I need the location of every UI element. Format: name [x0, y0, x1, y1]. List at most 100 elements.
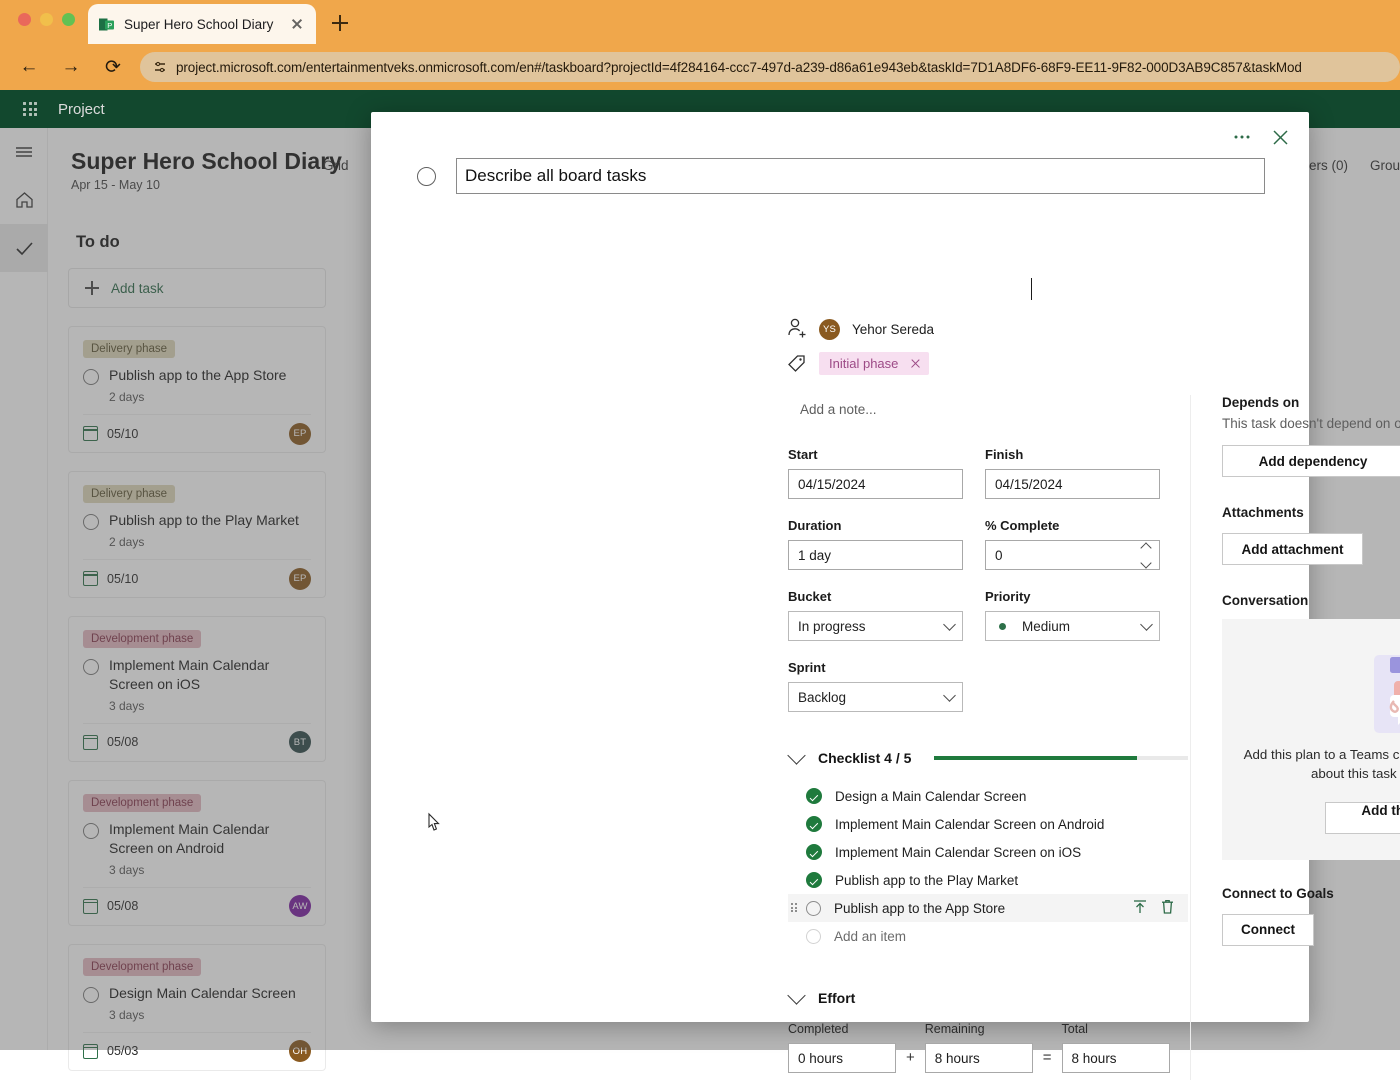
- sidebar-item-tasks[interactable]: [0, 224, 48, 272]
- maximize-window-button[interactable]: [62, 13, 75, 26]
- label-row: Initial phase: [787, 352, 930, 375]
- connect-button[interactable]: Connect: [1222, 913, 1314, 946]
- connect-to-goals-label: Connect to Goals: [1222, 885, 1334, 901]
- task-date-text: 05/10: [107, 426, 139, 441]
- checkbox-checked-icon[interactable]: [806, 844, 822, 860]
- duration-input[interactable]: [788, 540, 963, 570]
- sprint-value: Backlog: [798, 689, 847, 705]
- task-complete-checkbox[interactable]: [83, 369, 99, 385]
- sprint-label: Sprint: [788, 660, 826, 675]
- hamburger-icon[interactable]: [0, 128, 48, 176]
- bucket-select[interactable]: In progress: [788, 611, 963, 641]
- add-person-icon[interactable]: [787, 317, 807, 341]
- task-complete-checkbox[interactable]: [83, 659, 99, 675]
- avatar[interactable]: YS: [819, 318, 840, 340]
- checklist-item[interactable]: Publish app to the App Store: [788, 894, 1188, 922]
- browser-tab[interactable]: P Super Hero School Diary: [88, 4, 316, 44]
- reload-button[interactable]: ⟳: [96, 50, 130, 84]
- effort-row: Completed + Remaining = Total: [788, 1022, 1188, 1073]
- percent-complete-stepper[interactable]: 0: [985, 540, 1160, 570]
- effort-plus-operator: +: [906, 1049, 915, 1066]
- checkbox-checked-icon[interactable]: [806, 816, 822, 832]
- task-complete-checkbox[interactable]: [83, 986, 99, 1003]
- task-name: Implement Main Calendar Screen on iOS: [109, 657, 270, 692]
- stepper-down-icon[interactable]: [1139, 556, 1152, 569]
- checklist-item[interactable]: Design a Main Calendar Screen: [788, 782, 1188, 810]
- site-settings-icon[interactable]: [148, 55, 172, 79]
- promote-to-task-icon[interactable]: [1133, 899, 1147, 917]
- window-controls[interactable]: [18, 13, 75, 26]
- address-bar[interactable]: project.microsoft.com/entertainmentveks.…: [140, 52, 1400, 82]
- checklist-item[interactable]: Implement Main Calendar Screen on Androi…: [788, 810, 1188, 838]
- drag-handle-icon[interactable]: [791, 903, 797, 914]
- task-card[interactable]: Development phase Implement Main Calenda…: [68, 779, 326, 926]
- stepper-up-icon[interactable]: [1139, 541, 1152, 554]
- checkbox-checked-icon[interactable]: [806, 872, 822, 888]
- finish-input[interactable]: [985, 469, 1160, 499]
- checklist-progress-fill: [934, 756, 1138, 760]
- app-launcher-icon[interactable]: [12, 101, 48, 117]
- avatar[interactable]: EP: [289, 422, 311, 445]
- add-attachment-button[interactable]: Add attachment: [1222, 533, 1363, 565]
- checklist-item-text: Publish app to the App Store: [834, 900, 1006, 916]
- sprint-select[interactable]: Backlog: [788, 682, 963, 712]
- assignee-row[interactable]: YS Yehor Sereda: [787, 317, 934, 341]
- stepper-arrows-icon[interactable]: [1139, 541, 1152, 569]
- text-caret: [1031, 278, 1033, 300]
- task-complete-checkbox[interactable]: [83, 514, 99, 530]
- remove-label-icon[interactable]: [910, 358, 921, 369]
- back-button[interactable]: ←: [12, 50, 46, 84]
- effort-remaining-input[interactable]: [924, 1043, 1033, 1073]
- teams-channel-illustration-icon: [1372, 643, 1400, 735]
- back-arrow-icon: ←: [19, 56, 39, 77]
- checklist-item[interactable]: Implement Main Calendar Screen on iOS: [788, 838, 1188, 866]
- filters-button[interactable]: lters (0): [1302, 158, 1348, 173]
- checklist-header[interactable]: Checklist 4 / 5: [787, 746, 1188, 766]
- minimize-window-button[interactable]: [40, 13, 53, 26]
- task-complete-checkbox[interactable]: [417, 166, 436, 186]
- task-due-date: 05/10: [82, 571, 138, 586]
- note-placeholder[interactable]: Add a note...: [800, 402, 877, 417]
- effort-remaining-label: Remaining: [924, 1022, 985, 1036]
- forward-button[interactable]: →: [54, 50, 88, 84]
- percent-complete-value: 0: [995, 547, 1003, 563]
- effort-label: Effort: [818, 990, 856, 1006]
- checkbox-unchecked-icon[interactable]: [806, 900, 821, 916]
- task-card[interactable]: Development phase Implement Main Calenda…: [68, 616, 326, 762]
- task-card[interactable]: Delivery phase Publish app to the Play M…: [68, 471, 326, 598]
- tag-icon[interactable]: [787, 354, 807, 374]
- tab-grid[interactable]: Grid: [323, 158, 349, 173]
- app-name: Project: [58, 100, 105, 118]
- checklist-item[interactable]: Publish app to the Play Market: [788, 866, 1188, 894]
- task-card[interactable]: Delivery phase Publish app to the App St…: [68, 326, 326, 453]
- priority-select[interactable]: Medium: [985, 611, 1160, 641]
- effort-completed-input[interactable]: [788, 1043, 896, 1073]
- task-title-input[interactable]: [456, 158, 1265, 194]
- close-icon[interactable]: [1265, 122, 1295, 152]
- effort-total-input[interactable]: [1061, 1043, 1170, 1073]
- home-icon[interactable]: [0, 176, 48, 224]
- left-nav-rail: [0, 128, 48, 1050]
- more-options-icon[interactable]: [1227, 122, 1257, 152]
- group-by-button[interactable]: Grou: [1369, 158, 1400, 173]
- avatar[interactable]: AW: [289, 895, 311, 918]
- add-task-button[interactable]: Add task: [68, 268, 326, 308]
- chevron-down-icon[interactable]: [787, 746, 806, 765]
- checkbox-checked-icon[interactable]: [806, 788, 822, 804]
- add-plan-to-team-button[interactable]: Add this plan to a team: [1325, 801, 1400, 834]
- chevron-down-icon[interactable]: [787, 986, 806, 1005]
- avatar[interactable]: EP: [289, 567, 311, 590]
- close-window-button[interactable]: [18, 13, 31, 26]
- close-tab-button[interactable]: [288, 15, 306, 33]
- add-dependency-button[interactable]: Add dependency: [1222, 445, 1400, 477]
- effort-header[interactable]: Effort: [787, 986, 1188, 1006]
- avatar[interactable]: BT: [289, 731, 311, 754]
- delete-icon[interactable]: [1161, 899, 1174, 917]
- task-complete-checkbox[interactable]: [83, 822, 99, 839]
- start-input[interactable]: [788, 469, 963, 499]
- checklist-add-item[interactable]: Add an item: [788, 922, 1188, 950]
- duration-label: Duration: [788, 518, 842, 533]
- new-tab-button[interactable]: [327, 10, 353, 36]
- label-chip[interactable]: Initial phase: [819, 352, 930, 375]
- priority-value: Medium: [1022, 618, 1071, 634]
